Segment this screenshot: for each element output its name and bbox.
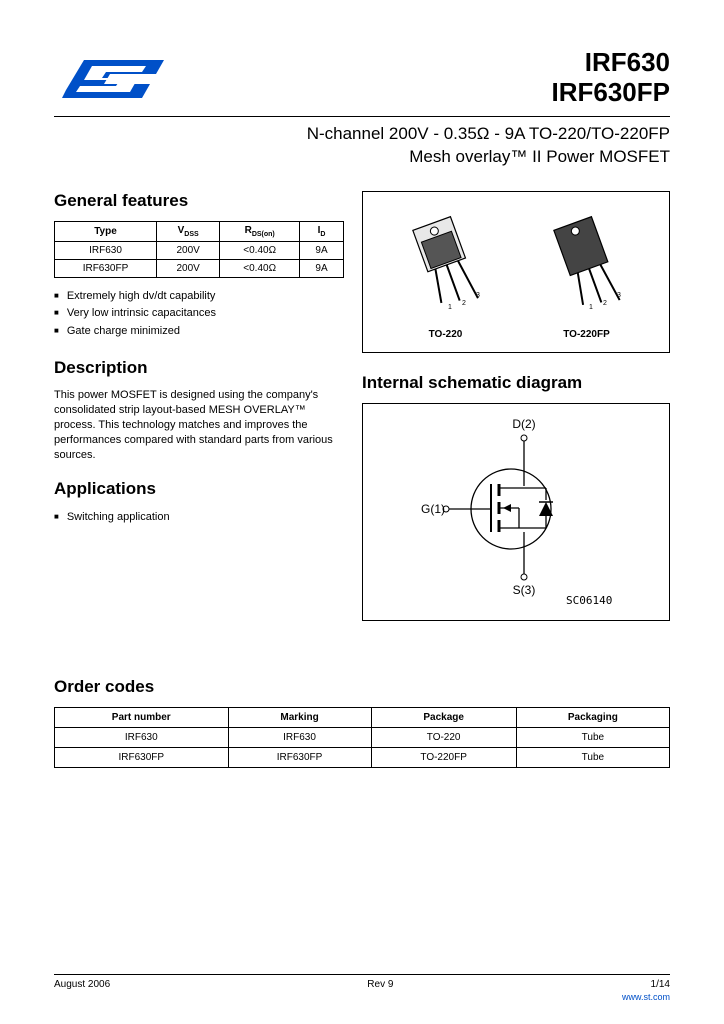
order-codes-section: Order codes Part number Marking Package … [54, 677, 670, 768]
col-partnumber: Part number [55, 707, 229, 727]
list-item: Very low intrinsic capacitances [54, 305, 344, 323]
table-row: IRF630FP IRF630FP TO-220FP Tube [55, 747, 670, 767]
footer-rev: Rev 9 [367, 979, 393, 990]
st-logo [54, 48, 174, 104]
order-codes-table: Part number Marking Package Packaging IR… [54, 707, 670, 768]
right-column: 1 2 3 TO-220 1 2 3 [362, 191, 670, 621]
list-item: Extremely high dv/dt capability [54, 288, 344, 306]
package-to220fp: 1 2 3 TO-220FP [537, 213, 637, 340]
list-item: Switching application [54, 509, 344, 527]
description-text: This power MOSFET is designed using the … [54, 388, 344, 462]
to220-icon: 1 2 3 [396, 213, 496, 323]
applications-heading: Applications [54, 479, 344, 499]
general-features-heading: General features [54, 191, 344, 211]
svg-text:SC06140: SC06140 [566, 594, 612, 607]
package-figure: 1 2 3 TO-220 1 2 3 [362, 191, 670, 353]
mosfet-schematic-icon: D(2) G(1) [391, 414, 641, 609]
col-vdss: VDSS [157, 221, 220, 241]
svg-text:2: 2 [462, 300, 466, 307]
col-package: Package [371, 707, 516, 727]
footer-page: 1/14 [651, 979, 670, 990]
subtitle: N-channel 200V - 0.35Ω - 9A TO-220/TO-22… [54, 116, 670, 169]
package-to220: 1 2 3 TO-220 [396, 213, 496, 340]
col-rds: RDS(on) [220, 221, 300, 241]
table-header-row: Part number Marking Package Packaging [55, 707, 670, 727]
title-line1: IRF630 [552, 48, 671, 78]
svg-text:2: 2 [603, 300, 607, 307]
application-bullets: Switching application [54, 509, 344, 527]
svg-text:G(1): G(1) [421, 502, 445, 516]
to220fp-icon: 1 2 3 [537, 213, 637, 323]
order-codes-heading: Order codes [54, 677, 670, 697]
table-row: IRF630FP 200V <0.40Ω 9A [55, 259, 344, 277]
title-line2: IRF630FP [552, 78, 671, 108]
svg-text:3: 3 [617, 292, 621, 299]
col-packaging: Packaging [516, 707, 669, 727]
table-header-row: Type VDSS RDS(on) ID [55, 221, 344, 241]
left-column: General features Type VDSS RDS(on) ID IR… [54, 191, 344, 621]
feature-bullets: Extremely high dv/dt capability Very low… [54, 288, 344, 341]
title-block: IRF630 IRF630FP [552, 48, 671, 108]
list-item: Gate charge minimized [54, 323, 344, 341]
footer-url[interactable]: www.st.com [54, 992, 670, 1002]
schematic-figure: D(2) G(1) [362, 403, 670, 621]
col-id: ID [300, 221, 344, 241]
features-table: Type VDSS RDS(on) ID IRF630 200V <0.40Ω … [54, 221, 344, 278]
subtitle-line2: Mesh overlay™ II Power MOSFET [54, 146, 670, 169]
svg-text:1: 1 [448, 304, 452, 311]
subtitle-line1: N-channel 200V - 0.35Ω - 9A TO-220/TO-22… [54, 123, 670, 146]
svg-text:S(3): S(3) [513, 583, 536, 597]
footer-date: August 2006 [54, 979, 110, 990]
svg-text:D(2): D(2) [512, 417, 535, 431]
svg-text:3: 3 [476, 292, 480, 299]
footer: August 2006 Rev 9 1/14 www.st.com [54, 974, 670, 1002]
schematic-heading: Internal schematic diagram [362, 373, 670, 393]
to220-label: TO-220 [396, 329, 496, 340]
main-columns: General features Type VDSS RDS(on) ID IR… [54, 191, 670, 621]
description-heading: Description [54, 358, 344, 378]
col-type: Type [55, 221, 157, 241]
to220fp-label: TO-220FP [537, 329, 637, 340]
header: IRF630 IRF630FP [54, 48, 670, 108]
col-marking: Marking [228, 707, 371, 727]
table-row: IRF630 IRF630 TO-220 Tube [55, 727, 670, 747]
svg-text:1: 1 [589, 304, 593, 311]
table-row: IRF630 200V <0.40Ω 9A [55, 241, 344, 259]
